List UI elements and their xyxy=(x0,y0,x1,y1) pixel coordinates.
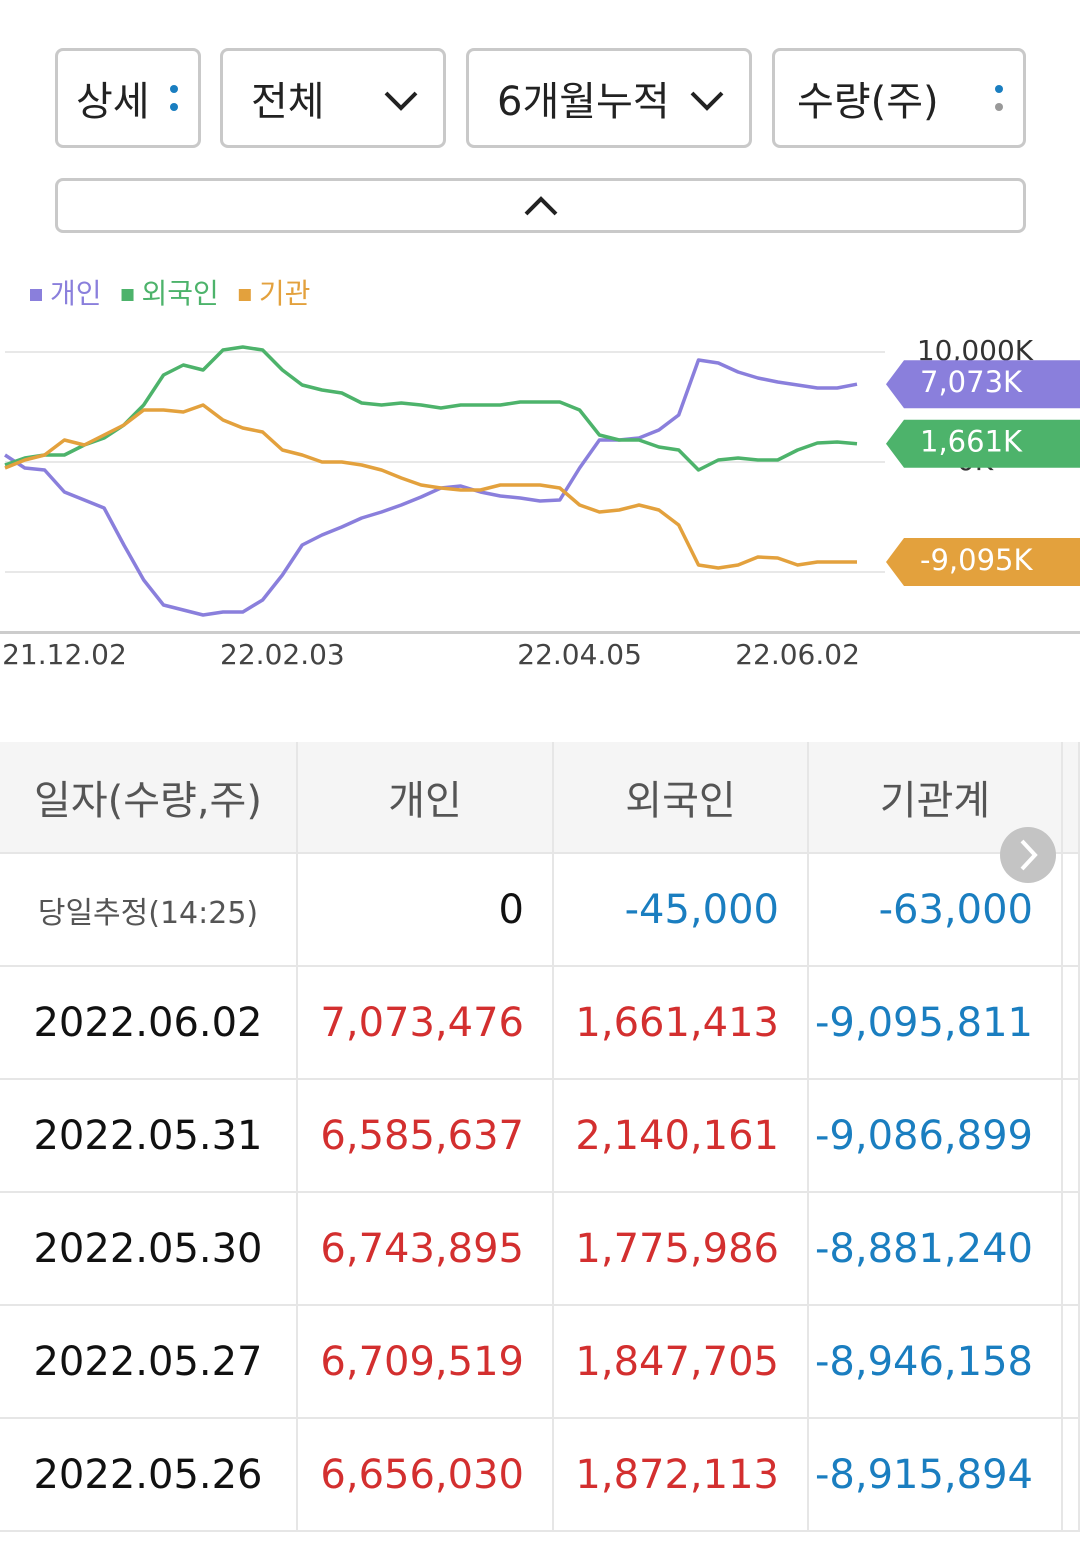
header-cell: 일자(수량,주) xyxy=(0,742,298,852)
chevron-down xyxy=(384,91,418,111)
period-dropdown[interactable]: 6개월누적 xyxy=(466,48,752,148)
value-badge xyxy=(886,538,1080,587)
table-row: 2022.06.02 7,073,476 1,661,413 -9,095,811 xyxy=(0,967,1080,1080)
legend-swatch xyxy=(238,289,251,301)
value-cell: 0 xyxy=(298,854,554,965)
x-tick-label: 22.02.03 xyxy=(220,638,345,671)
value-label: 7,073K xyxy=(920,365,1023,399)
value-cell: -45,000 xyxy=(554,854,809,965)
value-cell xyxy=(1063,967,1080,1078)
value-cell: 1,775,986 xyxy=(554,1193,809,1304)
scope-dropdown[interactable]: 전체 xyxy=(220,48,446,148)
value-cell: 6,585,637 xyxy=(298,1080,554,1191)
value-cell: -8,915,894 xyxy=(809,1419,1063,1530)
date-cell: 2022.05.30 xyxy=(0,1193,298,1304)
header-cell: 기관계 xyxy=(809,742,1063,852)
value-cell: 1,661,413 xyxy=(554,967,809,1078)
series-line xyxy=(4,345,858,472)
header-cell xyxy=(1063,742,1080,852)
value-cell: -9,086,899 xyxy=(809,1080,1063,1191)
menu-icon xyxy=(995,85,1003,111)
detail-button[interactable]: 상세 xyxy=(55,48,201,148)
table-row: 당일추정(14:25) 0 -45,000 -63,000 xyxy=(0,854,1080,967)
legend-label: 외국인 xyxy=(142,277,219,310)
date-cell: 당일추정(14:25) xyxy=(0,854,298,965)
value-badge xyxy=(886,360,1080,409)
value-cell xyxy=(1063,1306,1080,1417)
value-cell: 6,743,895 xyxy=(298,1193,554,1304)
table-row: 2022.05.26 6,656,030 1,872,113 -8,915,894 xyxy=(0,1419,1080,1532)
value-cell: -8,946,158 xyxy=(809,1306,1063,1417)
x-tick-label: 22.06.02 xyxy=(735,638,860,671)
menu-icon xyxy=(170,85,178,111)
value-cell: 2,140,161 xyxy=(554,1080,809,1191)
value-label: 1,661K xyxy=(920,425,1023,459)
date-cell: 2022.05.27 xyxy=(0,1306,298,1417)
value-badge xyxy=(886,419,1080,468)
collapse-button[interactable] xyxy=(55,178,1026,233)
chart: 10,000K0K-10,000K21.12.0222.02.0322.04.0… xyxy=(0,277,1080,671)
value-cell xyxy=(1063,1419,1080,1530)
header-cell: 외국인 xyxy=(554,742,809,852)
legend-label: 기관 xyxy=(259,277,311,310)
unit-button[interactable]: 수량(주) xyxy=(772,48,1026,148)
table-row: 2022.05.27 6,709,519 1,847,705 -8,946,158 xyxy=(0,1306,1080,1419)
header-cell: 개인 xyxy=(298,742,554,852)
button-label: 전체 xyxy=(251,79,325,125)
table-row: 2022.05.31 6,585,637 2,140,161 -9,086,899 xyxy=(0,1080,1080,1193)
value-cell: 1,847,705 xyxy=(554,1306,809,1417)
legend-swatch xyxy=(30,289,42,301)
value-cell: 6,656,030 xyxy=(298,1419,554,1530)
value-cell: -9,095,811 xyxy=(809,967,1063,1078)
chevron-up xyxy=(524,195,557,215)
table-header: 일자(수량,주) 개인 외국인 기관계 xyxy=(0,742,1080,854)
chevron-down xyxy=(690,91,724,111)
x-tick-label: 22.04.05 xyxy=(517,638,642,671)
value-cell: 6,709,519 xyxy=(298,1306,554,1417)
date-cell: 2022.05.26 xyxy=(0,1419,298,1530)
value-cell xyxy=(1063,1080,1080,1191)
value-cell: 1,872,113 xyxy=(554,1419,809,1530)
value-cell: -63,000 xyxy=(809,854,1063,965)
value-cell: -8,881,240 xyxy=(809,1193,1063,1304)
button-label: 상세 xyxy=(76,79,150,125)
value-cell xyxy=(1063,1193,1080,1304)
scroll-right-button[interactable] xyxy=(998,825,1058,885)
button-label: 6개월누적 xyxy=(497,79,670,125)
legend-label: 개인 xyxy=(50,277,102,310)
legend-swatch xyxy=(121,289,134,301)
button-label: 수량(주) xyxy=(797,79,939,125)
date-cell: 2022.05.31 xyxy=(0,1080,298,1191)
value-cell xyxy=(1063,854,1080,965)
series-line xyxy=(4,403,857,570)
series-line xyxy=(4,358,858,617)
value-label: -9,095K xyxy=(920,543,1033,577)
value-cell: 7,073,476 xyxy=(298,967,554,1078)
date-cell: 2022.06.02 xyxy=(0,967,298,1078)
table-row: 2022.05.30 6,743,895 1,775,986 -8,881,240 xyxy=(0,1193,1080,1306)
x-tick-label: 21.12.02 xyxy=(2,638,127,671)
